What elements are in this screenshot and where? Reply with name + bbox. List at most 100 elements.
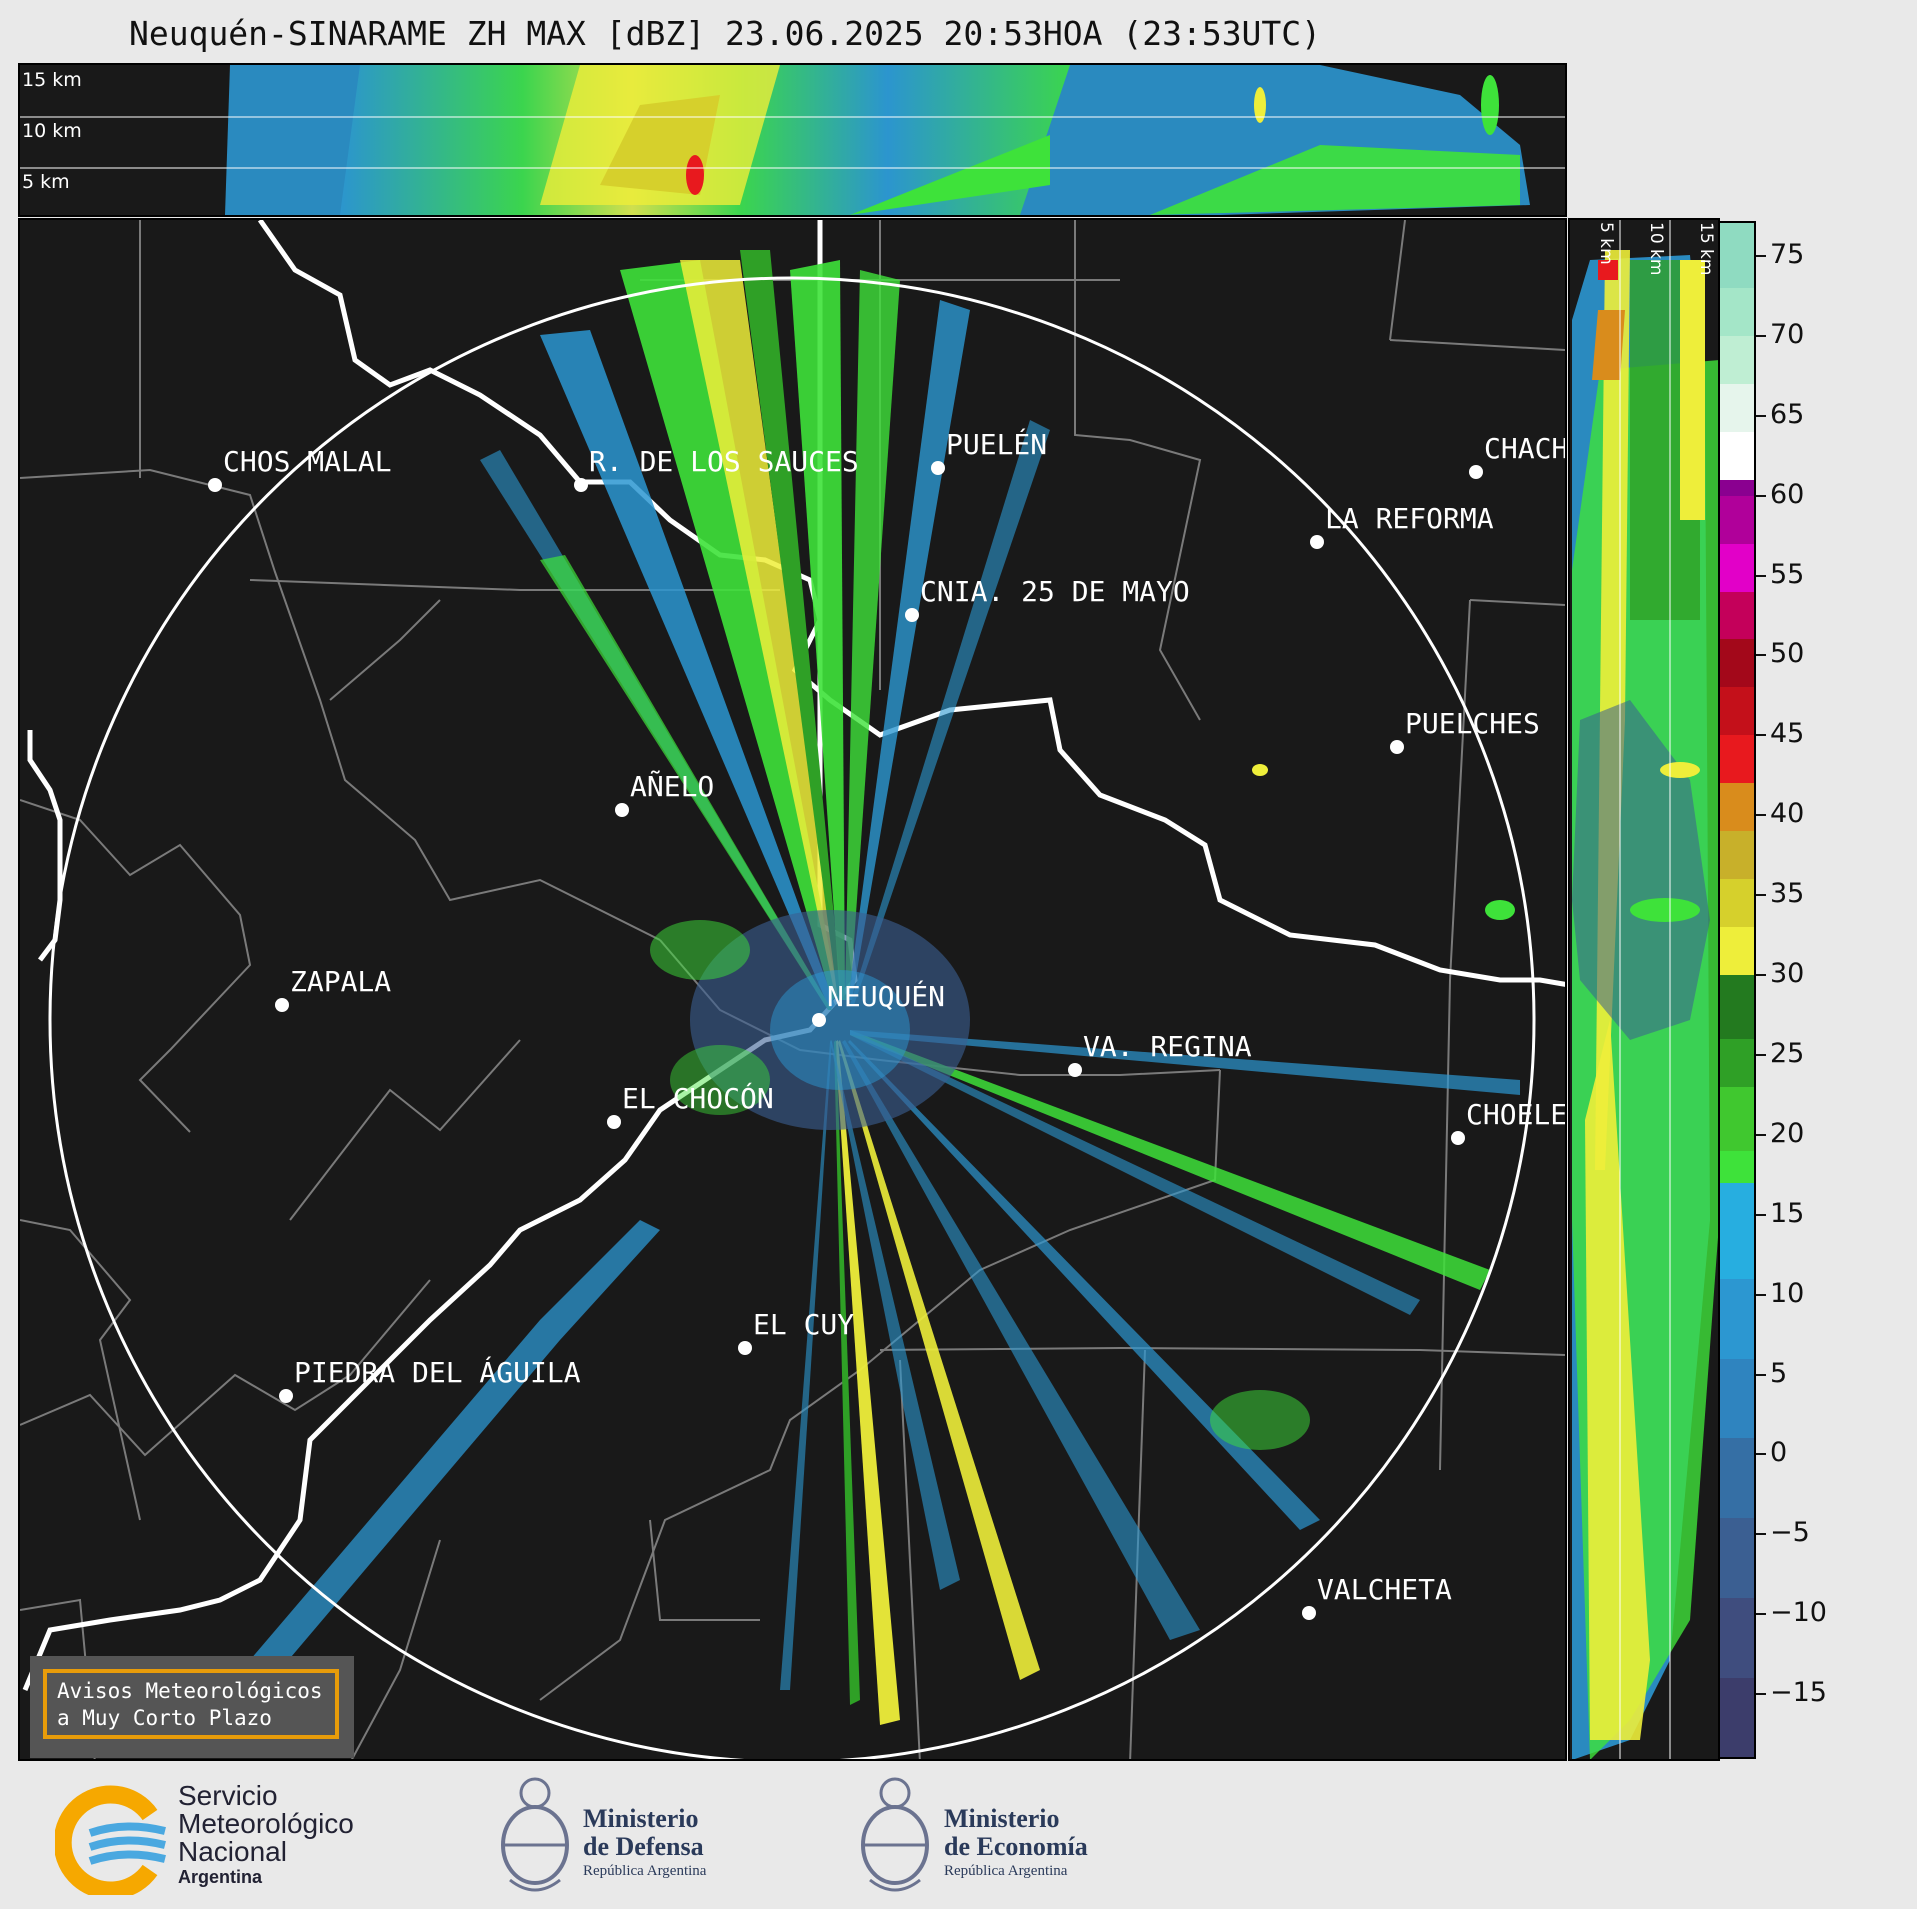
colorbar-segment xyxy=(1720,542,1754,592)
city-label-rincon-de-los-sauces: R. DE LOS SAUCES xyxy=(589,445,859,478)
economia-line-1: Ministerio xyxy=(944,1804,1060,1833)
defensa-line-1: Ministerio xyxy=(583,1804,699,1833)
colorbar-tick xyxy=(1756,814,1766,817)
altitude-label-15km: 15 km xyxy=(22,69,82,91)
smn-line-1: Servicio xyxy=(178,1780,278,1811)
side-cross-section-echoes xyxy=(1572,220,1718,1759)
colorbar-segment xyxy=(1720,1597,1754,1679)
colorbar-tick xyxy=(1756,734,1766,737)
smn-line-2: Meteorológico xyxy=(178,1808,354,1839)
colorbar-segment xyxy=(1720,223,1754,288)
colorbar-segment xyxy=(1720,590,1754,640)
colorbar-tick-label: 75 xyxy=(1770,238,1805,270)
colorbar-tick-label: 30 xyxy=(1770,958,1805,990)
smn-logo xyxy=(53,1785,175,1900)
colorbar-tick xyxy=(1756,1693,1766,1696)
colorbar-tick-label: 25 xyxy=(1770,1037,1805,1069)
colorbar-tick-label: 20 xyxy=(1770,1117,1805,1149)
side-altitude-label-5km: 5 km xyxy=(1596,222,1616,265)
national-shield-icon xyxy=(501,1777,569,1892)
colorbar-tick-label: 35 xyxy=(1770,878,1805,910)
colorbar-tick xyxy=(1756,1613,1766,1616)
colorbar-segment xyxy=(1720,1437,1754,1519)
colorbar-tick-label: 60 xyxy=(1770,478,1805,510)
city-label-neuquen: NEUQUÉN xyxy=(827,980,946,1013)
city-label-valcheta: VALCHETA xyxy=(1317,1573,1452,1606)
radar-range-ring xyxy=(48,276,1536,1759)
colorbar-segment xyxy=(1720,638,1754,688)
city-label-colonia-25-de-mayo: CNIA. 25 DE MAYO xyxy=(920,575,1190,608)
city-label-chacharramendi: CHACH xyxy=(1484,432,1567,465)
city-label-el-cuy: EL CUY xyxy=(753,1308,855,1341)
colorbar-tick-label: 50 xyxy=(1770,638,1805,670)
colorbar-segment xyxy=(1720,1357,1754,1439)
city-label-villa-regina: VA. REGINA xyxy=(1083,1030,1252,1063)
defensa-logo xyxy=(495,1775,575,1904)
colorbar-tick-label: −10 xyxy=(1770,1597,1827,1629)
colorbar-tick-label: 40 xyxy=(1770,798,1805,830)
economia-logo-text: Ministerio de Economía República Argenti… xyxy=(944,1805,1088,1881)
city-label-anelo: AÑELO xyxy=(630,770,715,803)
radar-echoes xyxy=(250,250,1520,1725)
colorbar-segment xyxy=(1720,1677,1754,1757)
colorbar-segment xyxy=(1720,494,1754,544)
city-markers xyxy=(208,461,1483,1620)
colorbar-tick xyxy=(1756,1533,1766,1536)
colorbar-tick xyxy=(1756,494,1766,497)
colorbar-tick-label: 15 xyxy=(1770,1197,1805,1229)
colorbar-tick xyxy=(1756,1213,1766,1216)
smn-logo-text: Servicio Meteorológico Nacional Argentin… xyxy=(178,1782,354,1888)
defensa-logo-text: Ministerio de Defensa República Argentin… xyxy=(583,1805,706,1881)
colorbar-tick xyxy=(1756,1293,1766,1296)
colorbar-segment xyxy=(1720,1085,1754,1151)
smn-emblem-icon xyxy=(53,1785,166,1900)
defensa-line-2: de Defensa xyxy=(583,1832,704,1861)
colorbar-tick xyxy=(1756,334,1766,337)
colorbar-tick xyxy=(1756,1373,1766,1376)
colorbar-tick-label: 55 xyxy=(1770,558,1805,590)
smn-line-3: Nacional xyxy=(178,1836,287,1867)
colorbar-segment xyxy=(1720,926,1754,976)
city-label-puelches: PUELCHES xyxy=(1405,707,1540,740)
colorbar-tick xyxy=(1756,1133,1766,1136)
defensa-line-3: República Argentina xyxy=(583,1863,707,1879)
city-label-piedra-del-aguila: PIEDRA DEL ÁGUILA xyxy=(294,1356,581,1389)
top-cross-section-echoes xyxy=(20,65,1565,215)
side-altitude-label-10km: 10 km xyxy=(1646,222,1666,276)
radar-map xyxy=(20,220,1565,1759)
colorbar-tick-label: 65 xyxy=(1770,398,1805,430)
colorbar-segment xyxy=(1720,382,1754,432)
colorbar-segment xyxy=(1720,430,1754,480)
colorbar-tick xyxy=(1756,894,1766,897)
colorbar-segment xyxy=(1720,686,1754,736)
city-label-choele-choel: CHOELE xyxy=(1466,1098,1567,1131)
city-label-el-chocon: EL CHOCÓN xyxy=(622,1082,774,1115)
colorbar-segment xyxy=(1720,878,1754,928)
warnings-line-2: a Muy Corto Plazo xyxy=(57,1706,272,1730)
colorbar-segment xyxy=(1720,734,1754,784)
smn-line-4: Argentina xyxy=(178,1867,263,1887)
city-label-la-reforma: LA REFORMA xyxy=(1325,502,1494,535)
colorbar-tick-label: −15 xyxy=(1770,1677,1827,1709)
economia-line-2: de Economía xyxy=(944,1832,1088,1861)
national-shield-icon xyxy=(861,1777,929,1892)
colorbar-segment xyxy=(1720,830,1754,880)
colorbar-tick-label: 70 xyxy=(1770,318,1805,350)
colorbar-tick xyxy=(1756,574,1766,577)
colorbar-segment xyxy=(1720,1277,1754,1359)
colorbar-tick-label: 10 xyxy=(1770,1277,1805,1309)
colorbar-segment xyxy=(1720,1517,1754,1599)
economia-logo xyxy=(855,1775,935,1904)
colorbar-tick-label: 0 xyxy=(1770,1437,1788,1469)
colorbar-tick xyxy=(1756,974,1766,977)
altitude-label-5km: 5 km xyxy=(22,171,70,193)
economia-line-3: República Argentina xyxy=(944,1863,1068,1879)
colorbar-segment xyxy=(1720,286,1754,336)
top-cross-section-panel: 15 km 10 km 5 km xyxy=(18,63,1567,217)
radar-map-panel: CHOS MALAL R. DE LOS SAUCES PUELÉN CHACH… xyxy=(18,218,1567,1761)
colorbar-segment xyxy=(1720,974,1754,1039)
city-label-puelen: PUELÉN xyxy=(946,428,1048,461)
colorbar-tick-label: −5 xyxy=(1770,1517,1810,1549)
colorbar-tick xyxy=(1756,414,1766,417)
colorbar-segment xyxy=(1720,1181,1754,1279)
